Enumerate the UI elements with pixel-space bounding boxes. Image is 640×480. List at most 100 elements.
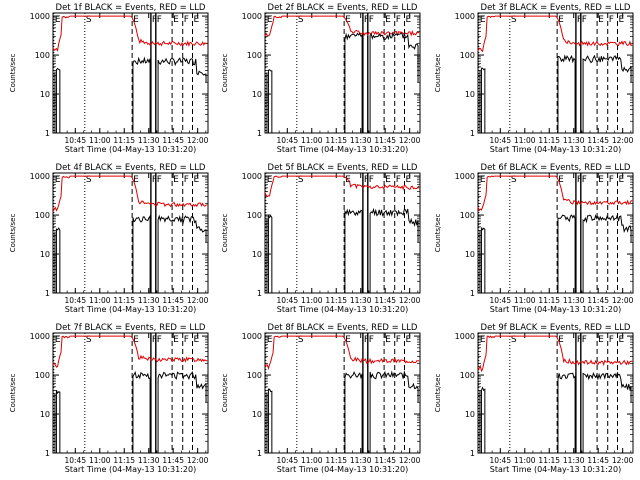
y-tick-label: 1: [45, 289, 50, 298]
x-tick-label: 11:15: [113, 296, 135, 305]
series-events-black: [157, 214, 207, 293]
x-tick-label: 11:45: [587, 136, 609, 145]
x-tick-label: 10:45: [489, 136, 511, 145]
marker-label: E: [173, 15, 179, 25]
y-tick-label: 100: [247, 211, 262, 220]
y-tick-label: 1: [257, 289, 262, 298]
x-axis-label: Start Time (04-May-13 10:31:20): [65, 465, 196, 474]
x-tick-label: 12:00: [612, 456, 634, 465]
x-tick-label: 11:45: [374, 456, 396, 465]
y-axis-label: Counts/sec: [221, 214, 229, 253]
panel-2: Det 2f BLACK = Events, RED = LLD Counts/s…: [221, 3, 421, 154]
x-tick-label: 11:45: [162, 136, 184, 145]
series-events-black: [55, 67, 61, 133]
marker-label: E: [619, 175, 625, 185]
series-events-black: [582, 213, 632, 293]
y-axis-label: Counts/sec: [9, 374, 17, 413]
x-axis-label: Start Time (04-May-13 10:31:20): [277, 145, 408, 154]
marker-label: E: [480, 335, 486, 345]
series-events-black: [557, 54, 576, 133]
panel-5: Det 5f BLACK = Events, RED = LLD Counts/s…: [221, 163, 421, 314]
marker-label: E: [133, 175, 139, 185]
marker-label: F: [577, 335, 582, 345]
y-tick-label: 1: [470, 129, 475, 138]
series-lld-red: [264, 15, 420, 37]
marker-label: F: [157, 335, 162, 345]
series-events-black: [344, 208, 363, 293]
x-tick-label: 11:00: [514, 136, 536, 145]
series-lld-red: [264, 335, 420, 371]
marker-label: F: [364, 15, 369, 25]
series-lld-red: [264, 175, 420, 198]
series-events-black: [55, 389, 61, 453]
plot-frame: [52, 332, 209, 454]
y-tick-label: 1: [257, 129, 262, 138]
marker-label: S: [86, 15, 92, 25]
series-events-black: [369, 31, 419, 133]
y-tick-label: 10: [40, 90, 50, 99]
marker-label: F: [184, 335, 189, 345]
series-events-black: [157, 371, 207, 453]
marker-label: F: [577, 175, 582, 185]
x-tick-label: 11:45: [374, 296, 396, 305]
x-tick-label: 12:00: [399, 456, 421, 465]
x-tick-label: 10:45: [489, 296, 511, 305]
marker-label: F: [157, 175, 162, 185]
panel-4: Det 4f BLACK = Events, RED = LLD Counts/s…: [9, 163, 209, 314]
series-lld-red: [477, 15, 633, 53]
marker-label: E: [345, 335, 351, 345]
y-tick-label: 100: [35, 371, 50, 380]
y-axis-label: Counts/sec: [434, 214, 442, 253]
panel-title: Det 9f BLACK = Events, RED = LLD: [481, 323, 631, 333]
plot-frame: [477, 332, 634, 454]
y-tick-label: 10: [40, 250, 50, 259]
x-axis-label: Start Time (04-May-13 10:31:20): [490, 305, 621, 314]
x-tick-label: 11:15: [325, 136, 347, 145]
marker-label: F: [396, 15, 401, 25]
x-tick-label: 11:15: [538, 456, 560, 465]
x-tick-label: 11:30: [563, 456, 585, 465]
series-events-black: [582, 54, 632, 133]
series-lld-red: [477, 175, 633, 212]
y-tick-label: 10: [465, 90, 475, 99]
x-tick-label: 11:15: [325, 296, 347, 305]
y-axis-label: Counts/sec: [434, 374, 442, 413]
x-tick-label: 11:15: [113, 136, 135, 145]
series-events-black: [157, 57, 207, 133]
series-events-black: [369, 207, 419, 293]
marker-label: F: [609, 15, 614, 25]
marker-label: E: [267, 15, 273, 25]
y-tick-label: 10: [252, 410, 262, 419]
panel-9: Det 9f BLACK = Events, RED = LLD Counts/s…: [434, 323, 634, 474]
x-tick-label: 11:00: [89, 136, 111, 145]
y-tick-label: 10: [40, 410, 50, 419]
marker-label: F: [152, 15, 157, 25]
x-tick-label: 11:45: [587, 296, 609, 305]
marker-label: S: [511, 15, 517, 25]
x-tick-label: 11:00: [301, 456, 323, 465]
x-axis-label: Start Time (04-May-13 10:31:20): [277, 305, 408, 314]
x-tick-label: 10:45: [276, 456, 298, 465]
marker-label: S: [86, 175, 92, 185]
y-axis-label: Counts/sec: [434, 54, 442, 93]
series-events-black: [557, 214, 576, 293]
x-tick-label: 11:45: [162, 296, 184, 305]
marker-label: E: [345, 15, 351, 25]
panel-7: Det 7f BLACK = Events, RED = LLD Counts/s…: [9, 323, 209, 474]
plot-frame: [477, 12, 634, 134]
y-tick-label: 1000: [30, 12, 50, 21]
marker-label: E: [173, 175, 179, 185]
y-tick-label: 100: [460, 51, 475, 60]
marker-label: E: [55, 175, 61, 185]
marker-label: E: [267, 175, 273, 185]
series-events-black: [132, 56, 151, 133]
marker-label: S: [298, 15, 304, 25]
marker-label: F: [184, 15, 189, 25]
panel-title: Det 5f BLACK = Events, RED = LLD: [268, 163, 418, 173]
plot-frame: [264, 12, 421, 134]
y-tick-label: 10: [252, 90, 262, 99]
marker-label: E: [267, 335, 273, 345]
x-tick-label: 11:00: [89, 296, 111, 305]
panel-title: Det 2f BLACK = Events, RED = LLD: [268, 3, 418, 13]
